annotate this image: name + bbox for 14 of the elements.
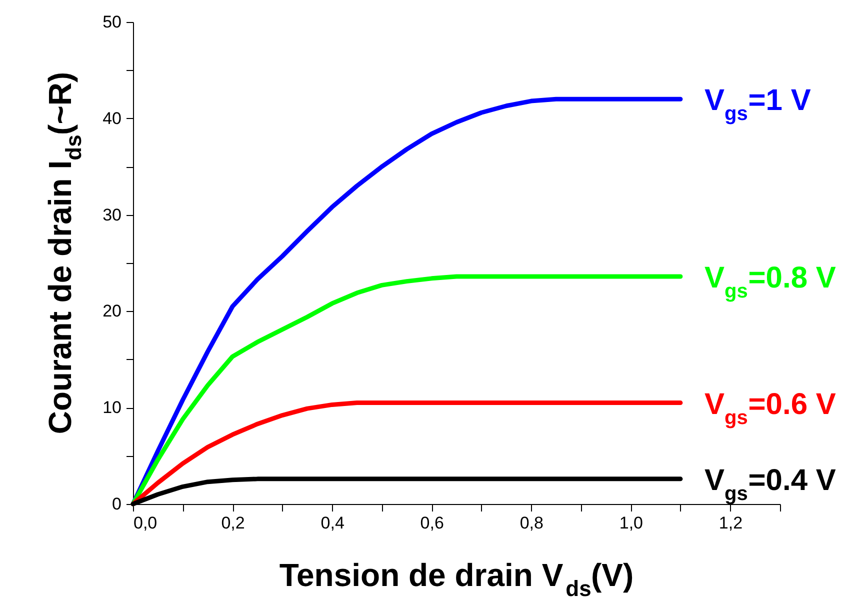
y-tick-label: 30 bbox=[102, 205, 122, 224]
x-tick-label: 0,2 bbox=[221, 514, 245, 532]
y-axis-title: Courant de drain Ids(~R) bbox=[42, 72, 86, 434]
x-tick-label: 1,0 bbox=[619, 514, 644, 532]
x-tick-label: 0,6 bbox=[420, 514, 444, 532]
y-tick-label: 50 bbox=[102, 12, 122, 32]
y-tick-label: 20 bbox=[102, 302, 122, 321]
x-tick-label: 0,8 bbox=[520, 514, 544, 532]
x-tick-label: 1,2 bbox=[718, 514, 743, 532]
y-tick-label: 40 bbox=[102, 108, 122, 128]
x-tick-label: 0,0 bbox=[134, 514, 158, 532]
y-tick-label: 0 bbox=[112, 494, 122, 514]
x-tick-label: 0,4 bbox=[320, 514, 344, 532]
y-tick-label: 10 bbox=[102, 398, 122, 418]
